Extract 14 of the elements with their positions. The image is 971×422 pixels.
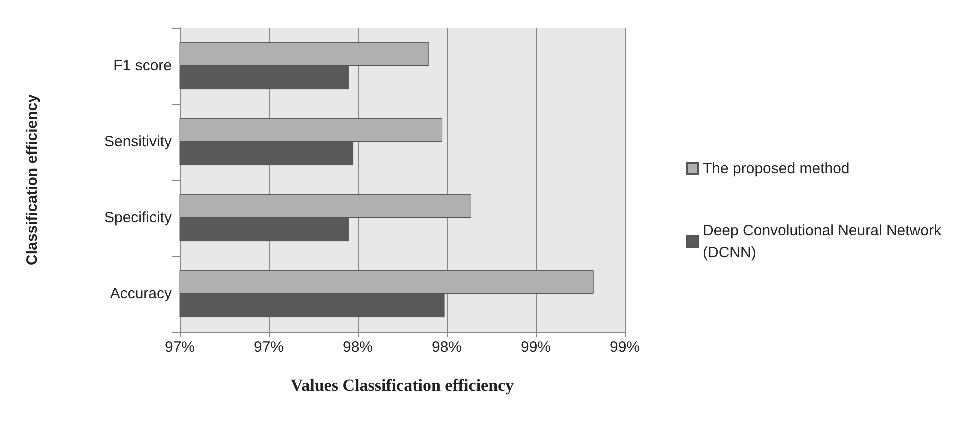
x-tick-label: 98% xyxy=(342,339,374,356)
y-axis-title: Classification efficiency xyxy=(24,94,41,266)
legend-label: The proposed method xyxy=(703,160,850,178)
x-tick-label: 97% xyxy=(254,339,284,356)
legend-label: Deep Convolutional Neural Network (DCNN) xyxy=(703,222,950,262)
x-tick-label: 99% xyxy=(610,339,640,356)
y-tick-label: Sensitivity xyxy=(104,134,172,150)
y-tick-label: Specificity xyxy=(104,210,172,226)
y-tick-label: Accuracy xyxy=(110,286,172,302)
x-tick-label: 98% xyxy=(432,339,462,356)
x-tick-label: 99% xyxy=(520,339,552,356)
x-tick-label: 97% xyxy=(164,339,196,356)
y-tick-label: F1 score xyxy=(114,58,172,74)
x-axis-title: Values Classification efficiency xyxy=(290,376,515,395)
